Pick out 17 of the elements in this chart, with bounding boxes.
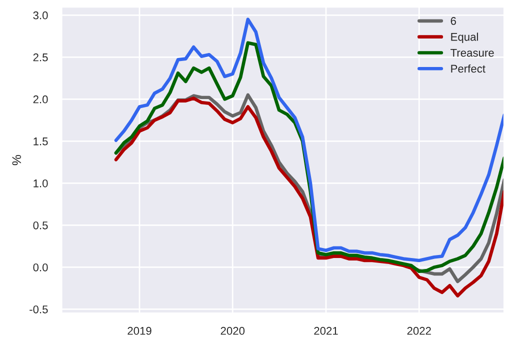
y-tick-label: 0.0 <box>33 263 48 272</box>
y-tick-label: 1.0 <box>34 179 48 188</box>
y-axis-title: % <box>12 154 22 166</box>
y-tick-label: 1.5 <box>34 138 48 146</box>
legend-label: Equal <box>451 32 478 44</box>
y-tick-label: 2.5 <box>33 53 48 62</box>
legend-label: Perfect <box>451 64 486 73</box>
x-tick-label: 2021 <box>314 326 338 335</box>
y-tick-label: 2.0 <box>33 95 48 104</box>
legend-label: Treasure <box>450 48 494 57</box>
x-tick-label: 2019 <box>128 326 152 335</box>
y-tick-label: 0.5 <box>33 221 48 230</box>
x-tick-label: 2020 <box>220 326 245 335</box>
x-tick-label: 2022 <box>407 326 431 335</box>
legend-label: 6 <box>450 17 456 25</box>
y-tick-label: -0.5 <box>30 305 48 314</box>
y-tick-label: 3.0 <box>33 11 48 20</box>
